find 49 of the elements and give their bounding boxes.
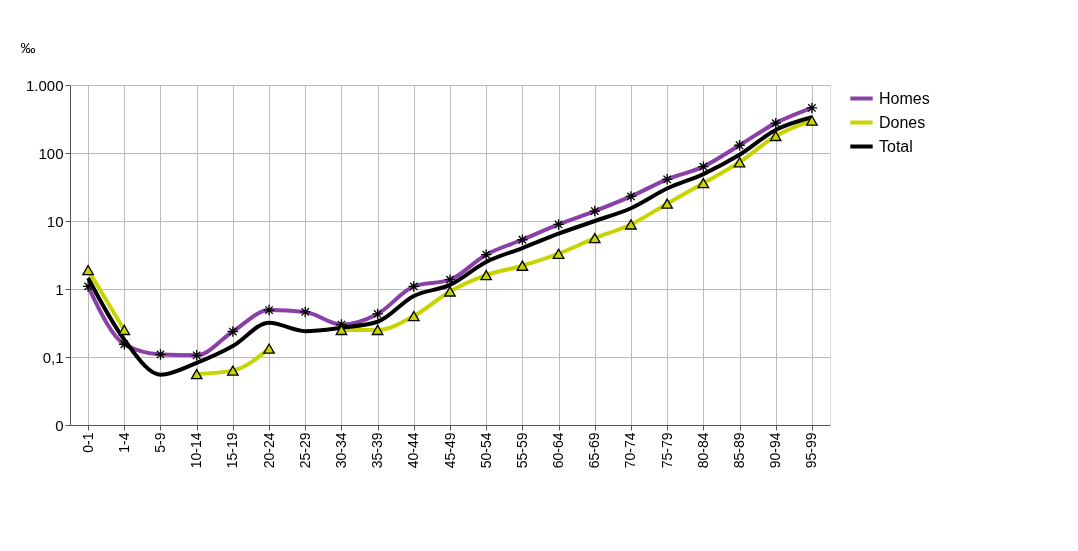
- x-tick-label: 1-4: [115, 432, 132, 453]
- x-tick-label: 50-54: [477, 432, 494, 469]
- legend-label: Total: [879, 137, 913, 155]
- legend-label: Dones: [879, 113, 926, 131]
- point: [806, 115, 818, 126]
- point: [697, 177, 710, 189]
- x-tick-label: 75-79: [658, 432, 675, 469]
- point: [82, 264, 94, 276]
- x-tick-label: 60-64: [550, 432, 567, 469]
- y-tick-label: 10: [46, 212, 64, 230]
- point: [263, 343, 275, 354]
- point: [588, 232, 601, 244]
- x-tick-label: 15-19: [224, 432, 241, 469]
- point: [480, 269, 493, 281]
- x-tick-label: 80-84: [694, 432, 711, 469]
- y-tick-label: 1.000: [25, 76, 64, 94]
- x-tick-label: 45-49: [441, 432, 458, 469]
- x-tick-label: 30-34: [332, 432, 349, 469]
- point: [444, 286, 456, 297]
- x-tick-label: 65-69: [586, 432, 603, 469]
- point: [516, 260, 529, 271]
- y-axis-title: ‰: [20, 38, 36, 56]
- point: [226, 365, 239, 376]
- point: [190, 368, 203, 380]
- point: [661, 198, 674, 209]
- point: [407, 310, 420, 322]
- x-tick-label: 40-44: [405, 432, 422, 469]
- y-tick-label: 0,1: [42, 348, 64, 366]
- x-tick-label: 85-89: [731, 432, 748, 469]
- x-tick-label: 10-14: [188, 432, 205, 469]
- point: [733, 157, 746, 168]
- legend-label: Homes: [879, 89, 930, 107]
- y-tick-label: 100: [38, 144, 64, 162]
- x-tick-label: 25-29: [296, 432, 313, 469]
- point: [625, 219, 637, 230]
- x-tick-label: 55-59: [513, 432, 530, 469]
- point: [552, 248, 565, 259]
- y-tick-label: 1: [55, 280, 64, 298]
- x-tick-label: 5-9: [151, 432, 168, 453]
- point: [371, 324, 384, 336]
- x-tick-label: 35-39: [369, 432, 386, 469]
- x-tick-label: 20-24: [260, 432, 277, 469]
- x-tick-label: 95-99: [803, 432, 820, 469]
- x-tick-label: 0-1: [79, 432, 96, 453]
- x-tick-label: 90-94: [767, 432, 784, 469]
- y-tick-label: 0: [55, 416, 64, 434]
- x-tick-label: 70-74: [622, 432, 639, 469]
- point: [118, 324, 131, 336]
- point: [769, 130, 782, 142]
